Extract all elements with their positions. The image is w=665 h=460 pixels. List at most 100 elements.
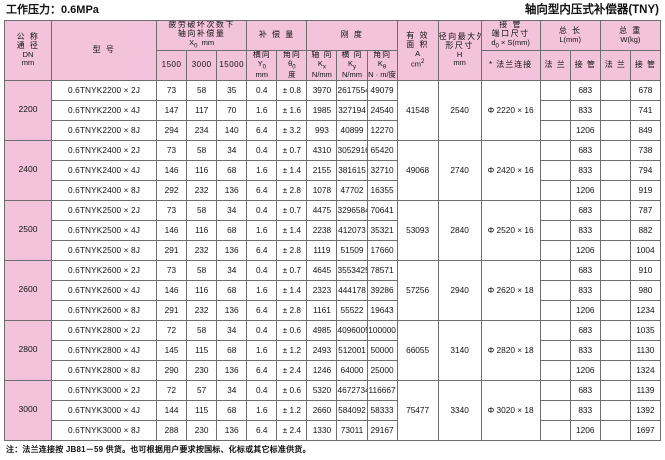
cell-ky: 3052916 [336, 139, 368, 161]
cell-weight-pipe: 1130 [629, 339, 662, 361]
cell-model: 0.6TNYK2200 × 2J [51, 79, 157, 101]
cell-y: 1.6 [246, 159, 278, 181]
cell-length-pipe: 833 [569, 99, 601, 121]
col-header-fatigue-group: 疲劳破坏次数下 轴向补偿量 X0 mm [155, 19, 248, 52]
fatigue-sym: X [189, 37, 195, 47]
cell-kx: 1161 [306, 299, 338, 321]
cell-theta: ± 3.2 [276, 119, 308, 141]
cell-x15000: 34 [216, 319, 248, 341]
cell-kx: 1119 [306, 239, 338, 261]
cell-y: 0.4 [246, 319, 278, 341]
cell-dn: 2200 [4, 79, 52, 141]
pipe-sym-sub: 0 [495, 43, 499, 50]
area-unit: cm2 [398, 59, 437, 69]
cell-x3000: 232 [186, 179, 218, 201]
cell-kt: 65420 [366, 139, 398, 161]
cell-model: 0.6TNYK2400 × 4J [51, 159, 157, 181]
cell-x3000: 117 [186, 99, 218, 121]
cell-x1500: 145 [155, 339, 188, 361]
area-line1: 有 效 [406, 31, 429, 41]
cell-theta: ± 0.8 [276, 79, 308, 101]
fatigue-unit: mm [201, 37, 215, 47]
weight-title: 总 重 [619, 25, 642, 35]
cell-length-pipe: 683 [569, 379, 601, 401]
cell-dn: 2500 [4, 199, 52, 261]
cell-kx: 1985 [306, 99, 338, 121]
area-symbol: A [415, 49, 421, 59]
table-row: 0.6TNYK2200 × 4J 147 117 70 1.6 ± 1.6 1985 3271… [5, 99, 662, 121]
pipe-symbol: d0 × S(mm) [482, 38, 539, 50]
cell-x1500: 73 [155, 139, 188, 161]
cell-length-pipe: 833 [569, 159, 601, 181]
cell-kt: 29167 [366, 419, 398, 441]
cell-h: 3140 [437, 319, 482, 381]
cell-kt: 70641 [366, 199, 398, 221]
cell-model: 0.6TNYK2500 × 4J [51, 219, 157, 241]
cell-length-pipe: 683 [569, 259, 601, 281]
cell-theta: ± 1.6 [276, 99, 308, 121]
cell-kt: 100000 [366, 319, 398, 341]
cell-x3000: 234 [186, 119, 218, 141]
cell-area: 49068 [396, 139, 439, 201]
col-header-max-outer: 径向最大外 形尺寸 H mm [437, 20, 482, 81]
cell-length-flange [539, 299, 571, 321]
angular-stiff-symbol: Kθ [368, 59, 396, 71]
dn-line2: 通 径 [16, 40, 40, 50]
cell-length-flange [539, 199, 571, 221]
cell-length-pipe: 833 [569, 219, 601, 241]
lateral-name: 横向 [252, 50, 271, 60]
table-row: 0.6TNYK2500 × 4J 146 116 68 1.6 ± 1.4 2238 4120… [5, 219, 662, 241]
cell-x1500: 73 [155, 79, 188, 101]
cell-model: 0.6TNYK2800 × 8J [51, 359, 157, 381]
cell-theta: ± 0.7 [276, 199, 308, 221]
cell-weight-pipe: 910 [629, 259, 662, 281]
table-row: 0.6TNYK2200 × 8J 294 234 140 6.4 ± 3.2 993 4089… [5, 119, 662, 141]
lateral-sym-sub: 0 [262, 64, 266, 71]
cell-x15000: 68 [216, 339, 248, 361]
cell-weight-pipe: 741 [629, 99, 662, 121]
cell-ky: 4096005 [336, 319, 368, 341]
cell-area: 57256 [396, 259, 439, 321]
table-row: 0.6TNYK2500 × 8J 291 232 136 6.4 ± 2.8 1119 515… [5, 239, 662, 261]
cell-model: 0.6TNYK2600 × 2J [51, 259, 157, 281]
cell-theta: ± 2.8 [276, 299, 308, 321]
cell-x3000: 115 [186, 399, 218, 421]
cell-kx: 4475 [306, 199, 338, 221]
cell-weight-flange [599, 99, 631, 121]
cell-y: 1.6 [246, 99, 278, 121]
table-body: 2200 0.6TNYK2200 × 2J 73 58 35 0.4 ± 0.8 3970 26… [4, 79, 662, 441]
cell-x1500: 146 [155, 279, 188, 301]
col-header-model: 型 号 [51, 20, 157, 81]
table-row: 0.6TNYK3000 × 4J 144 115 68 1.6 ± 1.2 2660 5840… [5, 399, 662, 421]
cell-kt: 116667 [366, 379, 398, 401]
cell-x1500: 146 [155, 159, 188, 181]
cell-x1500: 294 [155, 119, 188, 141]
cell-x15000: 140 [216, 119, 248, 141]
cell-x1500: 144 [155, 399, 188, 421]
fatigue-sym-sub: 0 [194, 43, 198, 50]
table-row: 0.6TNYK2800 × 4J 145 115 68 1.6 ± 1.2 2493 5120… [5, 339, 662, 361]
cell-length-pipe: 1206 [569, 299, 601, 321]
col-header-effective-area: 有 效 面 积 A cm2 [396, 20, 439, 81]
cell-weight-pipe: 1324 [629, 359, 662, 381]
outer-unit: mm [453, 58, 466, 68]
cell-length-pipe: 833 [569, 399, 601, 421]
cell-ky: 40899 [336, 119, 368, 141]
col-header-x15000: 15000 [216, 50, 248, 81]
cell-x1500: 288 [155, 419, 188, 441]
cell-kt: 58333 [366, 399, 398, 421]
cell-model: 0.6TNYK2500 × 2J [51, 199, 157, 221]
area-unit-base: cm [410, 59, 421, 69]
cell-ky: 412073 [336, 219, 368, 241]
cell-x3000: 58 [186, 79, 218, 101]
cell-y: 6.4 [246, 419, 278, 441]
cell-x15000: 34 [216, 139, 248, 161]
lateral-stiff-sym: K [348, 59, 354, 69]
cell-y: 0.4 [246, 199, 278, 221]
table-row: 2400 0.6TNYK2400 × 2J 73 58 34 0.4 ± 0.7 4310 30… [4, 139, 662, 201]
cell-model: 0.6TNYK2400 × 8J [51, 179, 157, 201]
cell-x3000: 232 [186, 239, 218, 261]
cell-h: 2540 [437, 79, 482, 141]
table-row: 2200 0.6TNYK2200 × 2J 73 58 35 0.4 ± 0.8 3970 26… [4, 79, 662, 141]
cell-length-flange [539, 99, 571, 121]
